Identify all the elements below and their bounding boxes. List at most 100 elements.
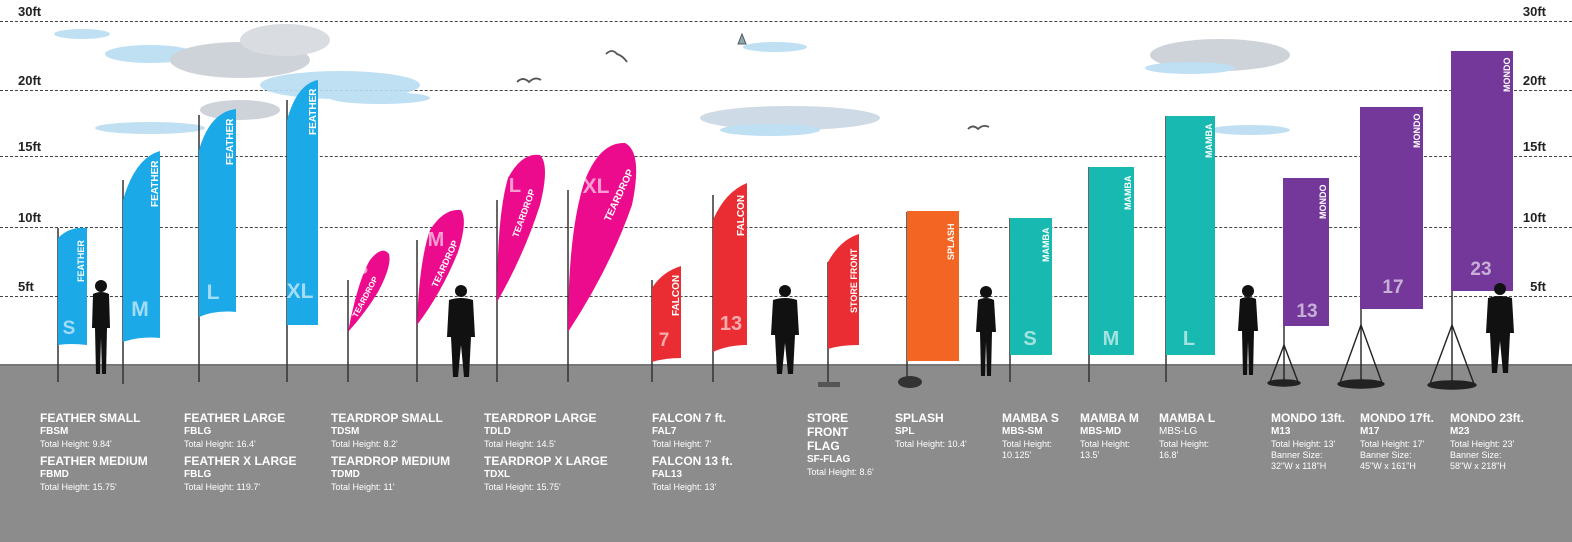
flag-text-mondo-23: MONDO [1502,58,1512,93]
flag-feather-xl [287,80,318,325]
person-icon [771,285,799,374]
tick-label-15ft: 15ft [18,139,42,154]
flag-text-mamba-l: MAMBA [1204,123,1214,158]
flag-size-mamba-l: L [1183,328,1195,350]
product-detail: 10.125' [1002,450,1032,460]
flag-text-splash: SPLASH [946,223,956,260]
flag-text-feather-m: FEATHER [150,160,161,207]
product-code: TDLD [484,426,511,437]
product-detail: Total Height: 15.75' [484,482,561,492]
product-name: FEATHER SMALL [40,411,141,425]
flag-size-feather-xl: XL [287,280,314,303]
flag-size-mondo-23: 23 [1470,259,1491,280]
flag-text-store-front: STORE FRONT [849,248,859,313]
label-feather-large-xlarge: FEATHER LARGE FBLG Total Height: 16.4' F… [184,411,296,493]
mondo-17-base [1337,324,1385,389]
product-detail: Total Height: 119.7' [184,482,261,492]
product-detail: Banner Size: [1450,450,1502,460]
tick-label-15ft-right: 15ft [1522,139,1546,154]
mondo-13-base [1267,344,1301,387]
product-name: SPLASH [895,411,944,425]
tick-label-20ft: 20ft [18,73,42,88]
flag-store-front [828,234,859,349]
tick-label-10ft: 10ft [18,210,42,225]
store-front-base [818,382,840,387]
product-detail: Total Height: 17' [1360,439,1425,449]
flag-size-feather-s: S [63,318,76,339]
product-name: FEATHER LARGE [184,411,286,425]
product-code: SF-FLAG [807,454,851,465]
splash-base [898,376,922,388]
label-mondo-23: MONDO 23ft. M23 Total Height: 23' Banner… [1450,411,1524,472]
gridline-30ft [0,21,1572,22]
product-name: FALCON 7 ft. [652,411,726,425]
product-code: FBLG [184,469,212,480]
flag-size-teardrop-l: L [509,175,521,197]
person-icon [1238,285,1258,375]
flag-text-feather-xl: FEATHER [308,88,319,135]
flag-size-falcon-13: 13 [720,313,742,335]
product-detail: Total Height: 8.2' [331,439,398,449]
bird-icon [516,50,990,131]
product-name: FEATHER X LARGE [184,454,297,468]
product-name: FLAG [807,439,840,453]
flag-falcon-13 [713,183,747,352]
product-name: TEARDROP LARGE [484,411,597,425]
product-code: TDXL [484,469,511,480]
product-detail: 32"W x 118"H [1271,461,1327,471]
gridline-10ft [0,227,1572,228]
flag-size-mamba-s: S [1023,328,1036,350]
gridline-15ft [0,156,1572,157]
flag-size-teardrop-s: S [356,258,368,278]
product-name: FALCON 13 ft. [652,454,733,468]
product-name: MAMBA L [1159,411,1216,425]
product-code: MBS-LG [1159,426,1198,437]
flag-text-falcon-7: FALCON [671,275,682,316]
label-splash: SPLASH SPL Total Height: 10.4' [895,411,967,450]
product-name: STORE [807,411,849,425]
flag-teardrop-s [348,250,390,332]
product-code: M13 [1271,426,1291,437]
flag-feather-s [58,227,87,345]
flag-size-mamba-m: M [1103,328,1120,350]
product-detail: Total Height: 16.4' [184,439,256,449]
product-detail: Total Height: [1159,439,1210,449]
person-icon [1486,283,1514,373]
product-name: TEARDROP X LARGE [484,454,608,468]
ground-edge [0,364,1572,366]
product-code: FBSM [40,426,69,437]
flag-text-feather-l: FEATHER [225,118,236,165]
flag-mondo-17 [1360,107,1423,309]
product-code: M17 [1360,426,1380,437]
label-mondo-17: MONDO 17ft. M17 Total Height: 17' Banner… [1360,411,1434,472]
flag-size-feather-m: M [131,298,149,321]
tick-label-5ft-right: 5ft [1530,279,1546,294]
product-code: M23 [1450,426,1470,437]
product-detail: Total Height: 11' [331,482,395,492]
product-detail: Total Height: 23' [1450,439,1515,449]
product-detail: 13.5' [1080,450,1100,460]
product-detail: Banner Size: [1271,450,1323,460]
product-code: FAL13 [652,469,683,480]
product-code: TDMD [331,469,360,480]
product-name: FRONT [807,425,849,439]
product-name: MONDO 23ft. [1450,411,1525,425]
person-silhouettes [92,280,1514,377]
gridline-20ft [0,90,1572,91]
flag-size-teardrop-xl: XL [583,175,610,198]
flag-size-falcon-7: 7 [659,330,670,351]
flag-feather-m [123,151,160,342]
flag-teardrop-l [497,154,545,302]
product-detail: Total Height: [1002,439,1053,449]
product-detail: Total Height: 8.6' [807,467,874,477]
flag-mamba-m [1089,167,1134,355]
flag-text-mamba-s: MAMBA [1041,227,1051,262]
cloud-icon [700,39,1290,136]
tick-label-10ft-right: 10ft [1522,210,1546,225]
flag-mondo-23 [1451,51,1513,291]
product-detail: Total Height: 10.4' [895,439,967,449]
flag-feather-l [199,109,236,317]
